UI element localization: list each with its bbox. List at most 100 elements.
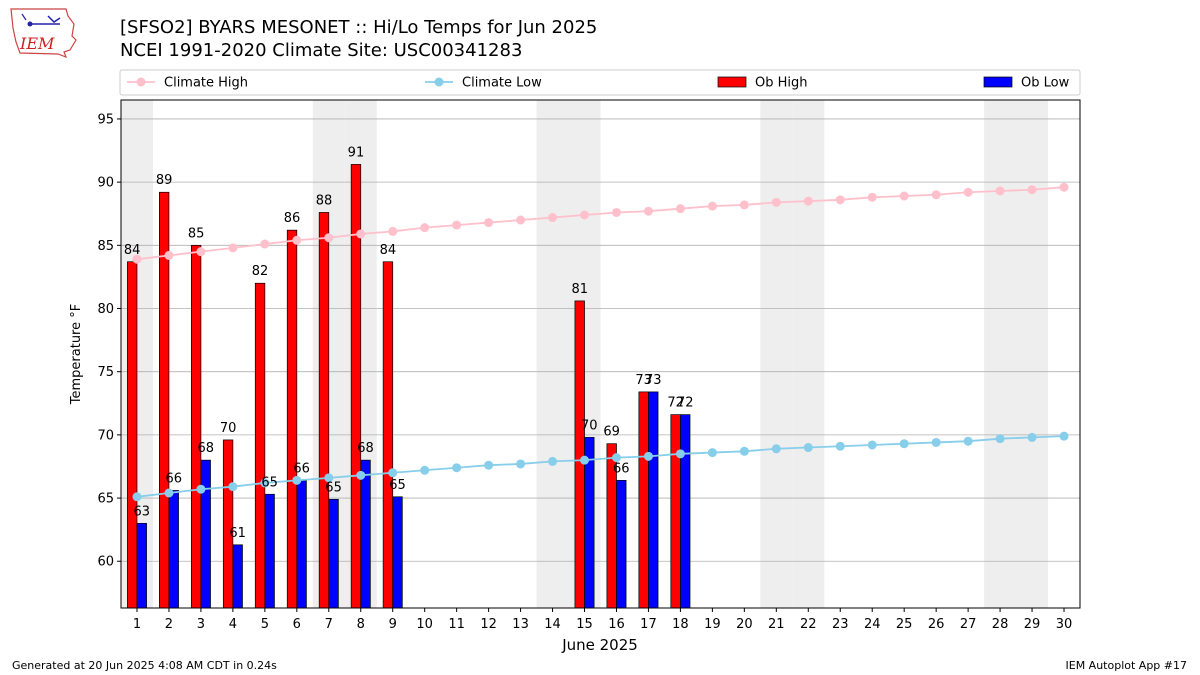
- x-tick-label-16: 16: [608, 617, 625, 632]
- weekend-shade-day-14: [536, 100, 569, 608]
- x-tick-label-3: 3: [197, 617, 205, 632]
- ob-low-bar-day-6: [296, 480, 307, 609]
- x-tick-label-25: 25: [896, 617, 913, 632]
- climate-low-point-day-4: [228, 482, 238, 492]
- ob-high-label-day-8: 91: [348, 145, 365, 160]
- y-tick-label-75: 75: [97, 365, 114, 380]
- iem-logo-icon: IEM: [10, 8, 77, 58]
- legend-box: [119, 69, 1081, 96]
- climate-low-line: [136, 435, 1065, 498]
- ob-high-bar-day-3: [190, 244, 202, 609]
- ob-high-label-day-5: 82: [252, 264, 269, 279]
- x-tick-label-1: 1: [133, 617, 141, 632]
- legend-climate-high-label: Climate High: [164, 76, 248, 91]
- climate-high-point-day-13: [516, 215, 526, 225]
- climate-high-point-day-16: [611, 207, 621, 217]
- ob-low-bar-day-7: [328, 498, 339, 609]
- x-tick-label-13: 13: [512, 617, 529, 632]
- climate-low-point-day-5: [260, 478, 270, 488]
- climate-low-point-day-14: [548, 456, 558, 466]
- ob-high-bar-day-1: [127, 261, 138, 609]
- climate-high-point-day-8: [356, 229, 366, 239]
- ob-low-label-day-4: 61: [229, 526, 246, 541]
- ob-low-label-day-9: 65: [389, 478, 406, 493]
- climate-high-point-day-19: [707, 201, 717, 211]
- climate-low-point-day-12: [484, 460, 494, 470]
- climate-low-point-day-30: [1059, 431, 1069, 441]
- legend-ob-high-swatch: [717, 76, 747, 88]
- ob-high-bar-day-17: [638, 391, 649, 609]
- ob-high-label-day-17: 73: [635, 373, 652, 388]
- climate-high-point-day-27: [963, 187, 973, 197]
- ob-high-bar-day-18: [670, 414, 681, 609]
- ob-low-bar-day-4: [232, 544, 243, 609]
- x-tick-label-2: 2: [165, 617, 173, 632]
- ob-low-label-day-6: 66: [293, 461, 310, 476]
- x-tick-label-23: 23: [832, 617, 849, 632]
- x-tick-label-26: 26: [928, 617, 945, 632]
- ob-low-label-day-15: 70: [581, 418, 598, 433]
- ob-low-bar-day-8: [360, 459, 371, 609]
- plot-frame: [120, 99, 1081, 609]
- x-tick-label-30: 30: [1056, 617, 1073, 632]
- weekend-shade-day-21: [760, 100, 793, 608]
- climate-high-point-day-14: [548, 213, 558, 223]
- y-tick-label-80: 80: [97, 302, 114, 317]
- legend: Climate High Climate Low Ob High Ob Low: [119, 69, 1081, 96]
- ob-high-label-day-3: 85: [188, 226, 205, 241]
- x-tick-label-11: 11: [448, 617, 465, 632]
- y-tick-label-60: 60: [97, 555, 114, 570]
- legend-climate-low-swatch-marker: [434, 77, 444, 87]
- x-tick-label-24: 24: [864, 617, 881, 632]
- ob-bars: [127, 164, 691, 609]
- ob-high-label-day-6: 86: [284, 211, 301, 226]
- ob-high-bar-day-7: [318, 212, 330, 609]
- x-tick-label-6: 6: [293, 617, 301, 632]
- climate-high-point-day-28: [995, 186, 1005, 196]
- ob-high-bar-day-5: [254, 282, 266, 609]
- ob-high-label-day-18: 72: [667, 396, 684, 411]
- climate-high-point-day-2: [164, 250, 174, 260]
- x-tick-label-12: 12: [480, 617, 497, 632]
- ob-high-label-day-15: 81: [571, 282, 588, 297]
- ob-low-bar-day-5: [264, 493, 275, 609]
- legend-ob-high-label: Ob High: [755, 76, 808, 91]
- x-tick-label-27: 27: [960, 617, 977, 632]
- climate-high-point-day-25: [899, 191, 909, 201]
- x-tick-label-19: 19: [704, 617, 721, 632]
- x-tick-label-4: 4: [229, 617, 237, 632]
- climate-low-point-day-13: [516, 459, 526, 469]
- ob-high-label-day-2: 89: [156, 173, 173, 188]
- climate-low-point-day-17: [643, 451, 653, 461]
- ob-high-bar-day-15: [574, 300, 585, 609]
- climate-low-point-day-28: [995, 434, 1005, 444]
- ob-low-bar-day-9: [392, 496, 403, 609]
- climate-high-point-day-17: [643, 206, 653, 216]
- climate-high-point-day-9: [388, 226, 398, 236]
- x-tick-label-10: 10: [416, 617, 433, 632]
- climate-low-point-day-16: [611, 453, 621, 463]
- x-tick-label-18: 18: [672, 617, 689, 632]
- y-tick-label-70: 70: [97, 428, 114, 443]
- climate-high-point-day-22: [803, 196, 813, 206]
- climate-low-point-day-9: [388, 468, 398, 478]
- ob-high-bar-day-9: [382, 261, 394, 609]
- ob-low-label-day-2: 66: [165, 471, 182, 486]
- x-tick-label-21: 21: [768, 617, 785, 632]
- ob-low-label-day-5: 65: [261, 475, 278, 490]
- climate-high-point-day-23: [835, 195, 845, 205]
- ob-high-label-day-9: 84: [380, 243, 397, 258]
- bar-value-labels: 84 89 85 70 82 86 88 91 84 81 69 73 72 63 66 68 61 65 66 65…: [124, 145, 694, 540]
- x-tick-label-8: 8: [357, 617, 365, 632]
- footer-generated: Generated at 20 Jun 2025 4:08 AM CDT in …: [12, 659, 277, 672]
- ob-low-bar-day-18: [680, 414, 691, 609]
- climate-low-point-day-27: [963, 436, 973, 446]
- ob-high-label-day-7: 88: [316, 193, 333, 208]
- chart-subtitle: NCEI 1991-2020 Climate Site: USC00341283: [120, 40, 523, 61]
- ob-low-label-day-3: 68: [197, 441, 214, 456]
- y-tick-label-90: 90: [97, 176, 114, 191]
- x-tick-label-15: 15: [576, 617, 593, 632]
- climate-low-point-day-29: [1027, 432, 1037, 442]
- climate-high-point-day-24: [867, 192, 877, 202]
